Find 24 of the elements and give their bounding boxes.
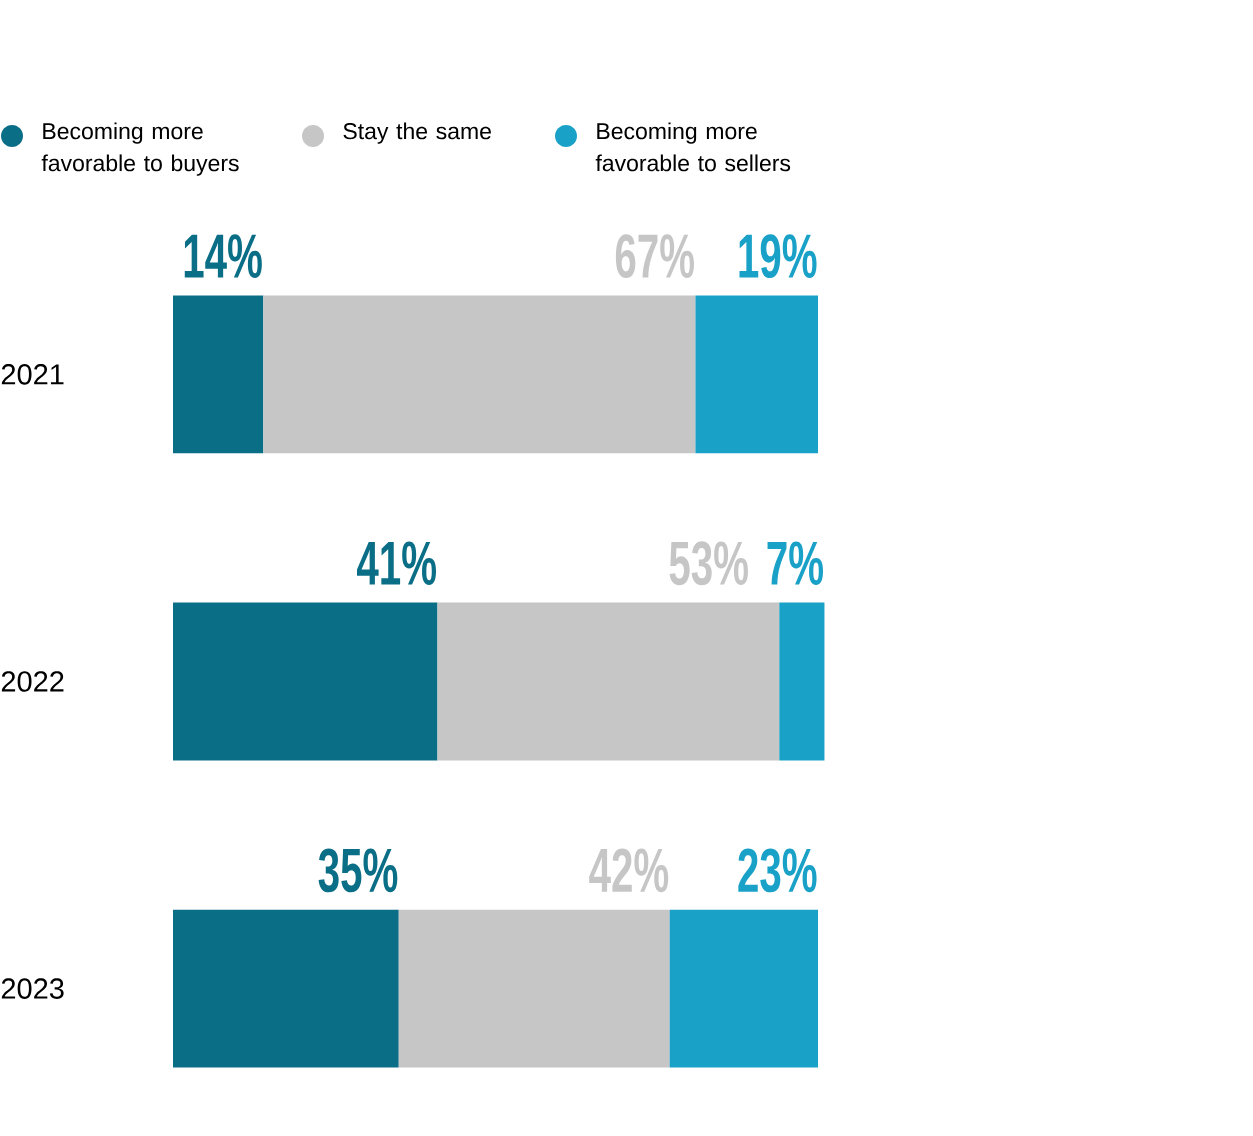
bar <box>263 295 696 454</box>
bar <box>669 909 819 1068</box>
data-label: 14% <box>184 234 262 278</box>
y-tick-label: 2022 <box>1 671 64 692</box>
bar <box>437 602 780 761</box>
data-label: 23% <box>738 848 817 893</box>
legend-label: Becoming more favorable to buyers <box>41 122 239 176</box>
data-label: 42% <box>589 848 669 893</box>
data-label: 35% <box>318 848 398 893</box>
data-label: 53% <box>669 541 748 586</box>
data-label: 67% <box>615 234 694 279</box>
data-label: 7% <box>767 541 824 586</box>
bar <box>695 295 819 454</box>
bar <box>173 602 438 761</box>
bar <box>173 909 399 1068</box>
legend-label: Stay the same <box>343 122 491 144</box>
bar <box>779 602 825 761</box>
data-label: 19% <box>739 234 817 279</box>
data-label: 41% <box>356 541 436 586</box>
legend-label: Becoming more favorable to sellers <box>595 122 791 172</box>
bar <box>398 909 670 1068</box>
y-tick-label: 2023 <box>1 978 64 999</box>
y-tick-label: 2021 <box>1 364 64 385</box>
bar <box>173 295 264 454</box>
